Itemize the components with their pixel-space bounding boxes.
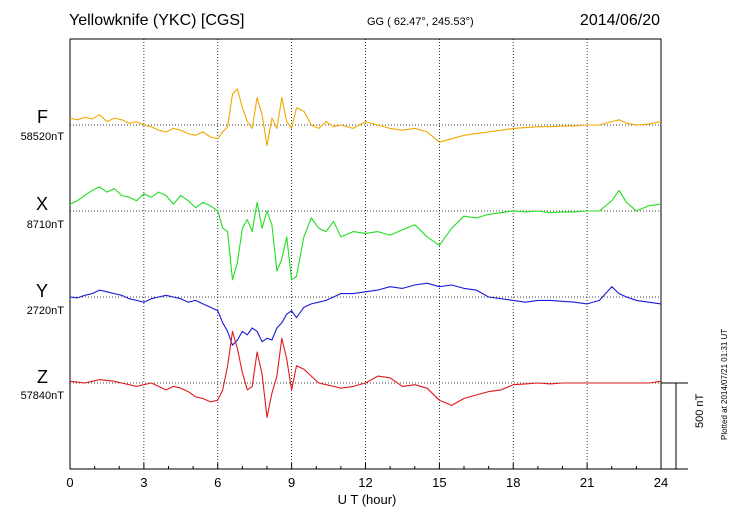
series-baseline-y: 2720nT [26, 305, 64, 317]
series-baseline-f: 58520nT [20, 131, 64, 143]
x-tick-label: 3 [140, 475, 148, 490]
series-name-z: Z [37, 367, 48, 387]
x-tick-label: 6 [214, 475, 222, 490]
series-line-z [69, 330, 662, 418]
x-axis-ticks [69, 463, 662, 469]
series-line-x [69, 186, 662, 281]
series-line-f [69, 88, 662, 147]
x-tick-label: 15 [432, 475, 447, 490]
x-tick-label: 12 [358, 475, 373, 490]
series-name-x: X [35, 194, 48, 214]
series-name-y: Y [35, 281, 48, 301]
series-line-y [69, 282, 662, 346]
series-name-f: F [37, 107, 48, 127]
baselines [70, 124, 661, 384]
plot-date: 2014/06/20 [579, 12, 660, 29]
x-tick-label: 18 [506, 475, 521, 490]
grid-lines [143, 39, 588, 469]
series-baseline-x: 8710nT [26, 219, 64, 231]
plot-title: Yellowknife (YKC) [CGS] [69, 12, 245, 29]
x-tick-label: 0 [66, 475, 74, 490]
station-coordinates: GG ( 62.47°, 245.53°) [367, 16, 474, 28]
plotted-timestamp: Plotted at 2014/07/21 01:31 UT [720, 328, 729, 440]
x-tick-label: 21 [579, 475, 595, 490]
scale-bar [661, 382, 688, 470]
series-baseline-z: 57840nT [20, 390, 64, 402]
scale-bar-label: 500 nT [694, 393, 706, 428]
plot-frame [69, 38, 662, 470]
x-axis-label: U T (hour) [337, 492, 397, 507]
series-lines [69, 88, 662, 418]
x-tick-label: 9 [288, 475, 296, 490]
x-tick-label: 24 [653, 475, 669, 490]
